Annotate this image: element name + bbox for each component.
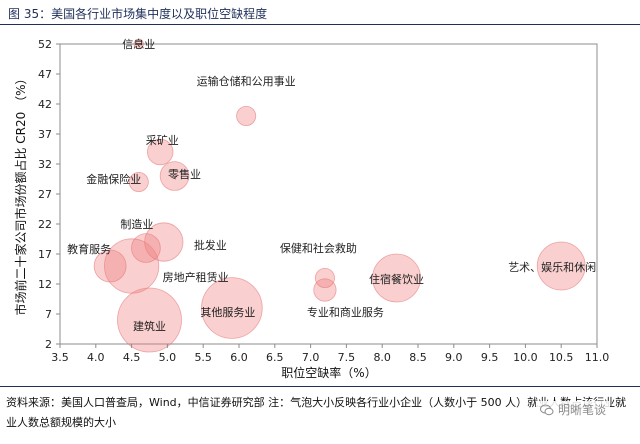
watermark: 明晰笔谈 <box>535 401 610 418</box>
x-tick-label: 4.0 <box>87 351 105 364</box>
x-tick-label: 6.5 <box>266 351 284 364</box>
bubble-label: 其他服务业 <box>200 306 255 319</box>
bubble-point <box>236 106 257 127</box>
footer-rule <box>0 386 640 387</box>
bubble-point <box>159 161 190 191</box>
y-axis-title: 市场前二十家公司市场份额占比 CR20 （%） <box>13 72 28 315</box>
bubble-point <box>144 222 184 262</box>
bubble-layer <box>93 38 586 353</box>
watermark-text: 明晰笔谈 <box>557 403 606 417</box>
y-tick-label: 47 <box>38 68 52 81</box>
x-axis-title: 职位空缺率（%） <box>281 365 376 380</box>
y-tick-label: 7 <box>45 308 52 321</box>
x-tick-label: 11.0 <box>585 351 610 364</box>
bubble-point <box>133 38 144 50</box>
y-tick-label: 32 <box>38 158 52 171</box>
bubble-point <box>314 267 335 288</box>
x-tick-label: 5.0 <box>159 351 177 364</box>
y-tick-label: 12 <box>38 278 52 291</box>
bubble-label: 信息业 <box>122 37 155 51</box>
x-tick-label: 8.0 <box>373 351 391 364</box>
bubble-label: 住宿餐饮业 <box>369 272 424 286</box>
bubble-point <box>536 241 586 291</box>
x-tick-label: 9.5 <box>481 351 499 364</box>
bubble-point <box>93 249 127 283</box>
x-tick-label: 7.0 <box>302 351 320 364</box>
bubble-label: 采矿业 <box>146 134 179 147</box>
bubble-point <box>313 278 337 302</box>
x-tick-label: 6.0 <box>230 351 248 364</box>
bubble-point <box>147 138 174 166</box>
y-tick-label: 2 <box>45 338 52 351</box>
x-tick-label: 3.5 <box>51 351 69 364</box>
x-tick-label: 4.5 <box>123 351 141 364</box>
bubble-label: 保健和社会救助 <box>280 241 357 255</box>
bubble-point <box>131 233 161 263</box>
bubble-point <box>128 171 149 192</box>
y-tick-label: 17 <box>38 248 52 261</box>
bubble-label: 教育服务 <box>67 242 111 256</box>
bubble-label: 运输仓储和公用事业 <box>197 74 296 88</box>
bubble-label: 金融保险业 <box>86 172 141 186</box>
bubble-label: 制造业 <box>120 217 153 231</box>
y-tick-label: 27 <box>38 188 52 201</box>
bubble-label: 艺术、娱乐和休闲 <box>508 260 596 274</box>
bubble-label: 建筑业 <box>133 319 166 333</box>
figure-header: 图 35：美国各行业市场集中度以及职位空缺程度 <box>0 0 640 25</box>
figure-title: 图 35：美国各行业市场集中度以及职位空缺程度 <box>8 7 268 21</box>
x-tick-label: 5.5 <box>194 351 212 364</box>
y-tick-label: 22 <box>38 218 52 231</box>
bubble-label: 零售业 <box>168 167 201 181</box>
bubble-label: 批发业 <box>194 238 227 252</box>
x-tick-label: 7.5 <box>338 351 356 364</box>
wechat-icon <box>539 404 554 415</box>
figure-footer: 资料来源：美国人口普查局，Wind，中信证券研究部 注：气泡大小反映各行业小企业… <box>0 386 640 444</box>
bubble-point <box>372 253 421 303</box>
source-note: 资料来源：美国人口普查局，Wind，中信证券研究部 注：气泡大小反映各行业小企业… <box>6 396 627 429</box>
bubble-chart: 3.5 4.0 4.5 5.0 5.5 6.0 6.5 7.0 7.5 8.0 8.5 9.0 9.5 1… <box>13 37 609 380</box>
bubble-point <box>117 287 182 353</box>
y-tick-label: 37 <box>38 128 52 141</box>
x-tick-label: 8.5 <box>409 351 427 364</box>
x-tick-label: 10.0 <box>513 351 538 364</box>
title-rule <box>0 24 640 25</box>
bubble-label: 房地产租赁业 <box>163 270 229 284</box>
bubble-label: 专业和商业服务 <box>307 305 384 319</box>
x-tick-label: 9.0 <box>445 351 463 364</box>
bubble-point <box>201 277 263 339</box>
x-axis: 3.5 4.0 4.5 5.0 5.5 6.0 6.5 7.0 7.5 8.0 8.5 9.0 9.5 1… <box>51 344 609 364</box>
x-tick-label: 10.5 <box>549 351 574 364</box>
y-tick-label: 42 <box>38 98 52 111</box>
y-tick-label: 52 <box>38 38 52 51</box>
